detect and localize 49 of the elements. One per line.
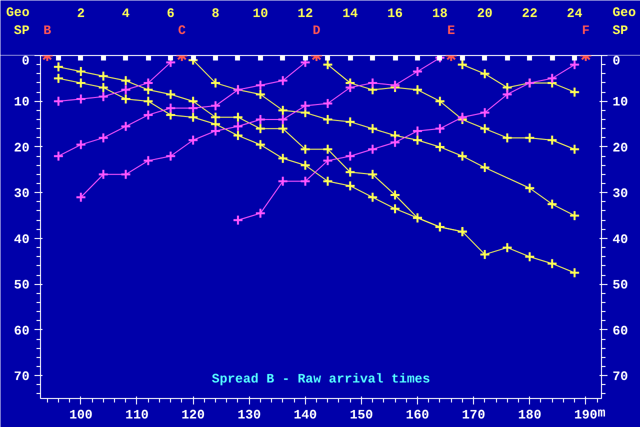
x2-tick-label: 18 (432, 6, 448, 21)
y2-tick-label: 30 (612, 186, 628, 202)
x-tick-label: 170 (462, 408, 486, 422)
y-tick-label: 20 (14, 140, 30, 156)
data-label: D (312, 23, 321, 38)
x2-tick-label: 10 (252, 6, 268, 21)
y2-tick-label: 60 (612, 323, 628, 338)
x-tick-label: 160 (406, 408, 430, 422)
y-tick-label: 50 (14, 278, 30, 293)
x2-tick-label: 22 (522, 6, 538, 21)
x-tick-label: 120 (181, 408, 205, 422)
x2-axis-title: Geo (6, 5, 30, 20)
x2-tick-label: 4 (122, 6, 130, 21)
x2-tick-label: 2 (76, 6, 85, 21)
y-tick-label: 60 (14, 323, 30, 338)
y-tick-label: 30 (14, 186, 30, 202)
y-tick-label: 40 (14, 232, 30, 247)
y-tick-label: 10 (14, 94, 30, 110)
data-label: E (447, 23, 456, 38)
y2-tick-label: 70 (612, 369, 628, 384)
x-axis-title: m (598, 406, 606, 420)
x-tick-label: 140 (294, 408, 318, 422)
x-tick-label: 180 (518, 408, 542, 422)
x2-tick-label: 16 (387, 6, 404, 21)
y2-tick-label: 50 (612, 278, 628, 293)
y-tick-label: 70 (14, 369, 30, 384)
text: SP (14, 23, 30, 38)
text: Geo (612, 5, 636, 20)
y2-tick-label: 40 (612, 232, 628, 247)
x2-tick-label: 8 (212, 6, 220, 21)
data-label: B (43, 23, 52, 38)
x2-tick-label: 20 (477, 6, 493, 21)
x2-tick-label: 12 (297, 6, 314, 21)
data-label: F (582, 23, 590, 38)
x-tick-label: 150 (350, 408, 374, 422)
data-label: C (178, 23, 186, 38)
x2-tick-label: 6 (166, 6, 175, 21)
x-tick-label: 130 (237, 408, 262, 422)
text: SP (612, 23, 628, 38)
y2-tick-label: 20 (612, 140, 628, 156)
x2-tick-label: 24 (566, 6, 583, 21)
y-tick-label: 0 (22, 54, 30, 68)
y2-tick-label: 10 (612, 94, 628, 110)
x2-tick-label: 14 (342, 6, 358, 21)
x-tick-label: 110 (125, 408, 149, 422)
x-tick-label: 190 (574, 408, 598, 422)
text: Spread B - Raw arrival times (212, 372, 430, 386)
y2-tick-label: 0 (612, 54, 620, 68)
x-tick-label: 100 (69, 408, 93, 422)
